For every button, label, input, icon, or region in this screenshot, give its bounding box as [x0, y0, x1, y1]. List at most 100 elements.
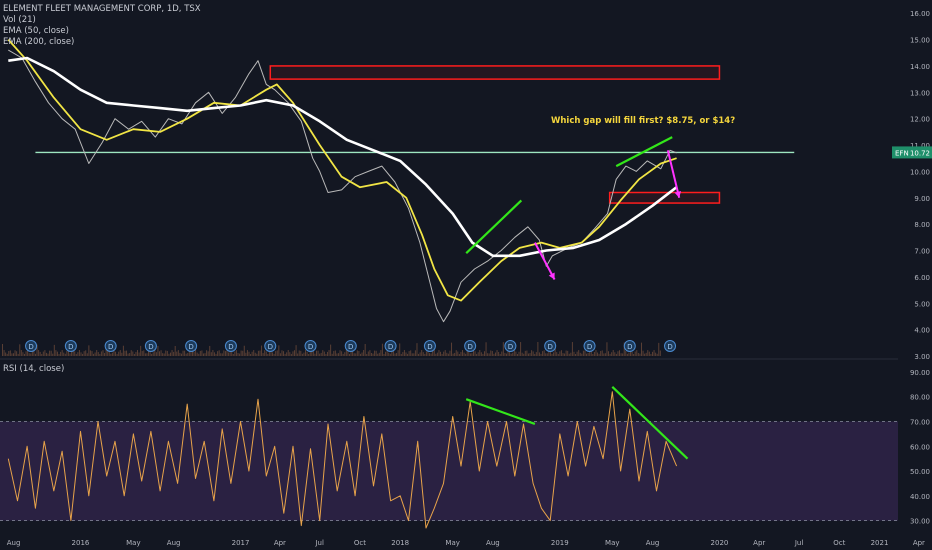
dividend-marker-9[interactable]: [384, 340, 397, 352]
volume-bar: [105, 345, 107, 356]
volume-bar: [215, 353, 217, 356]
volume-bar: [262, 353, 264, 356]
dividend-marker-5[interactable]: [224, 340, 237, 352]
volume-bar: [521, 352, 523, 356]
volume-bar: [317, 350, 319, 356]
dividend-marker-11[interactable]: [464, 340, 477, 352]
volume-bar: [584, 350, 586, 356]
volume-bar: [449, 350, 451, 356]
dividend-marker-4[interactable]: [185, 340, 198, 352]
volume-bar: [292, 351, 294, 356]
volume-bar: [524, 350, 526, 356]
volume-bar: [418, 353, 420, 356]
volume-bar: [104, 353, 106, 356]
volume-bar: [386, 350, 388, 356]
volume-bar: [5, 352, 7, 356]
dividend-marker-15[interactable]: [623, 340, 636, 352]
volume-bar: [567, 350, 569, 356]
volume-bar: [44, 350, 46, 356]
volume-bar: [176, 351, 178, 356]
volume-bar: [647, 350, 649, 356]
volume-bar: [655, 352, 657, 356]
price-tag[interactable]: [892, 146, 932, 159]
dividend-marker-14[interactable]: [583, 340, 596, 352]
dividend-marker-0[interactable]: [25, 340, 38, 352]
volume-bar: [130, 350, 132, 356]
price-tick-label-1: 4.00: [914, 327, 930, 335]
dividend-marker-13[interactable]: [544, 340, 557, 352]
volume-bar: [67, 350, 69, 356]
dividend-marker-8[interactable]: [344, 340, 357, 352]
ema_slow-line[interactable]: [8, 56, 678, 258]
volume-bar: [367, 351, 369, 356]
volume-bar: [226, 345, 228, 356]
dividend-marker-1[interactable]: [64, 340, 77, 352]
volume-bar: [444, 350, 446, 356]
volume-bar: [427, 350, 429, 356]
volume-bar: [303, 352, 305, 356]
volume-bar: [542, 351, 544, 356]
volume-bar: [22, 352, 24, 356]
dividend-label-7: D: [308, 343, 313, 351]
rsi-trendline-1: [611, 385, 689, 460]
volume-bar: [320, 352, 322, 356]
dividend-marker-16[interactable]: [664, 340, 677, 352]
dividend-marker-7[interactable]: [304, 340, 317, 352]
volume-bar: [165, 350, 167, 356]
volume-bar: [509, 350, 511, 356]
price-tick-label-9: 12.00: [910, 116, 930, 124]
volume-bar: [375, 350, 377, 356]
volume-bar: [328, 350, 330, 356]
volume-bar: [287, 350, 289, 356]
volume-bar: [297, 353, 299, 356]
dividend-marker-10[interactable]: [423, 340, 436, 352]
dividend-marker-2[interactable]: [104, 340, 117, 352]
volume-bar: [462, 350, 464, 356]
ema-slow-legend[interactable]: EMA (200, close): [3, 37, 75, 47]
volume-bar: [69, 353, 71, 356]
rsi-panel[interactable]: [0, 362, 898, 533]
volume-bar: [399, 343, 401, 356]
dividend-label-1: D: [68, 343, 73, 351]
price-tick-label-4: 7.00: [914, 248, 930, 256]
volume-bar: [253, 350, 255, 356]
volume-bar: [529, 353, 531, 356]
volume-bar: [597, 352, 599, 356]
volume-bar: [78, 350, 80, 356]
price-tick-label-13: 16.00: [910, 10, 930, 18]
volume-bar: [235, 350, 237, 356]
volume-bar: [93, 353, 95, 356]
x-tick-label-2: May: [126, 539, 140, 547]
volume-bar: [356, 350, 358, 356]
dividend-marker-12[interactable]: [504, 340, 517, 352]
volume-bar: [159, 351, 160, 356]
volume-bar: [168, 353, 170, 356]
volume-bar: [615, 353, 617, 356]
volume-bar: [479, 350, 481, 356]
ema_fast-line[interactable]: [7, 39, 677, 302]
volume-bar: [389, 353, 391, 356]
symbol-title[interactable]: ELEMENT FLEET MANAGEMENT CORP, 1D, TSX: [3, 4, 201, 14]
volume-bar: [560, 350, 562, 356]
volume-bar: [94, 352, 96, 356]
volume-bar: [344, 352, 346, 356]
volume-bar: [553, 352, 555, 356]
dividend-marker-6[interactable]: [264, 340, 277, 352]
volume-bar: [565, 350, 567, 356]
volume-bar: [209, 345, 211, 356]
volume-bar: [441, 353, 443, 356]
volume-bar: [438, 350, 440, 356]
vol-legend[interactable]: Vol (21): [3, 15, 36, 25]
rsi-legend[interactable]: RSI (14, close): [3, 364, 65, 374]
ema-fast-legend[interactable]: EMA (50, close): [3, 26, 69, 36]
y-axis-background: [898, 0, 932, 533]
volume-bar: [58, 353, 60, 356]
volume-bar: [6, 353, 8, 356]
arrow-head-0: [548, 272, 555, 280]
x-tick-label-17: Oct: [833, 539, 845, 547]
volume-bar: [570, 352, 572, 356]
dividend-marker-3[interactable]: [144, 340, 157, 352]
price-line[interactable]: [8, 49, 677, 323]
rsi-line[interactable]: [7, 391, 678, 529]
